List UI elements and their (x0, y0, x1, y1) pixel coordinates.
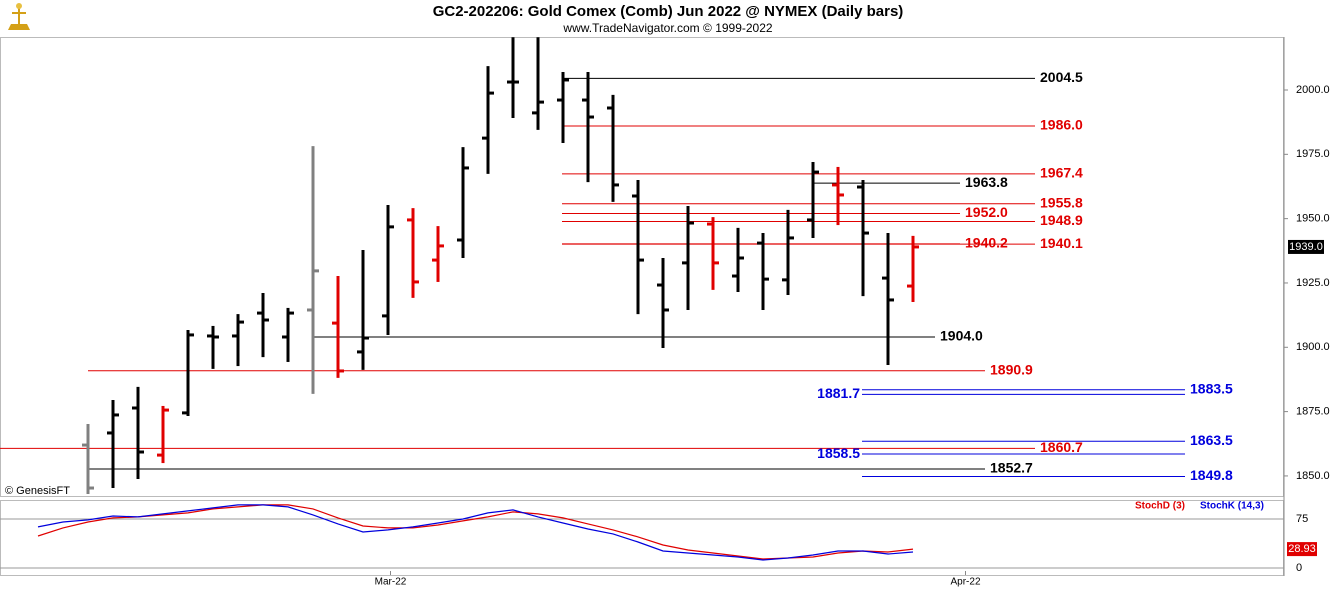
y-tick-label: 0 (1296, 562, 1302, 574)
chart-subtitle: www.TradeNavigator.com © 1999-2022 (562, 21, 772, 35)
level-label: 1860.7 (1040, 439, 1083, 455)
x-tick-label: Apr-22 (950, 577, 980, 588)
y-tick-label: 1925.0 (1296, 277, 1330, 289)
stoch-line (37, 504, 914, 561)
level-label: 1849.8 (1190, 467, 1233, 483)
level-label: 1952.0 (965, 204, 1008, 220)
level-label: 1890.9 (990, 361, 1033, 377)
level-label: 1883.5 (1190, 380, 1233, 396)
level-label: 1986.0 (1040, 117, 1083, 133)
y-tick-label: 1900.0 (1296, 341, 1330, 353)
y-tick-label: 2000.0 (1296, 84, 1330, 96)
level-label: 1948.9 (1040, 212, 1083, 228)
level-label: 1940.1 (1040, 235, 1083, 251)
level-label: 1904.0 (940, 328, 983, 344)
level-label: 2004.5 (1040, 69, 1083, 85)
y-tick-label: 1950.0 (1296, 213, 1330, 225)
level-label: 1940.2 (965, 235, 1008, 251)
level-label: 1858.5 (817, 445, 860, 461)
level-label: 1852.7 (990, 460, 1033, 476)
level-label: 1863.5 (1190, 432, 1233, 448)
level-label: 1881.7 (817, 385, 860, 401)
legend-label: StochD (3) (1135, 501, 1185, 512)
y-tick-label: 1850.0 (1296, 470, 1330, 482)
last-value-label: 28.93 (1288, 543, 1316, 555)
y-tick-label: 75 (1296, 513, 1308, 525)
stoch-line (37, 504, 914, 560)
y-tick-label: 1975.0 (1296, 148, 1330, 160)
watermark: © GenesisFT (5, 485, 70, 497)
chart-title: GC2-202206: Gold Comex (Comb) Jun 2022 @… (433, 3, 904, 20)
x-tick-label: Mar-22 (375, 577, 407, 588)
level-label: 1955.8 (1040, 194, 1083, 210)
logo (8, 3, 30, 30)
level-label: 1967.4 (1040, 165, 1083, 181)
level-label: 1963.8 (965, 174, 1008, 190)
legend-label: StochK (14,3) (1200, 501, 1264, 512)
last-price-label: 1939.0 (1289, 241, 1323, 253)
last-price-box (1288, 239, 1324, 254)
y-tick-label: 1875.0 (1296, 406, 1330, 418)
last-value-box (1287, 542, 1317, 557)
